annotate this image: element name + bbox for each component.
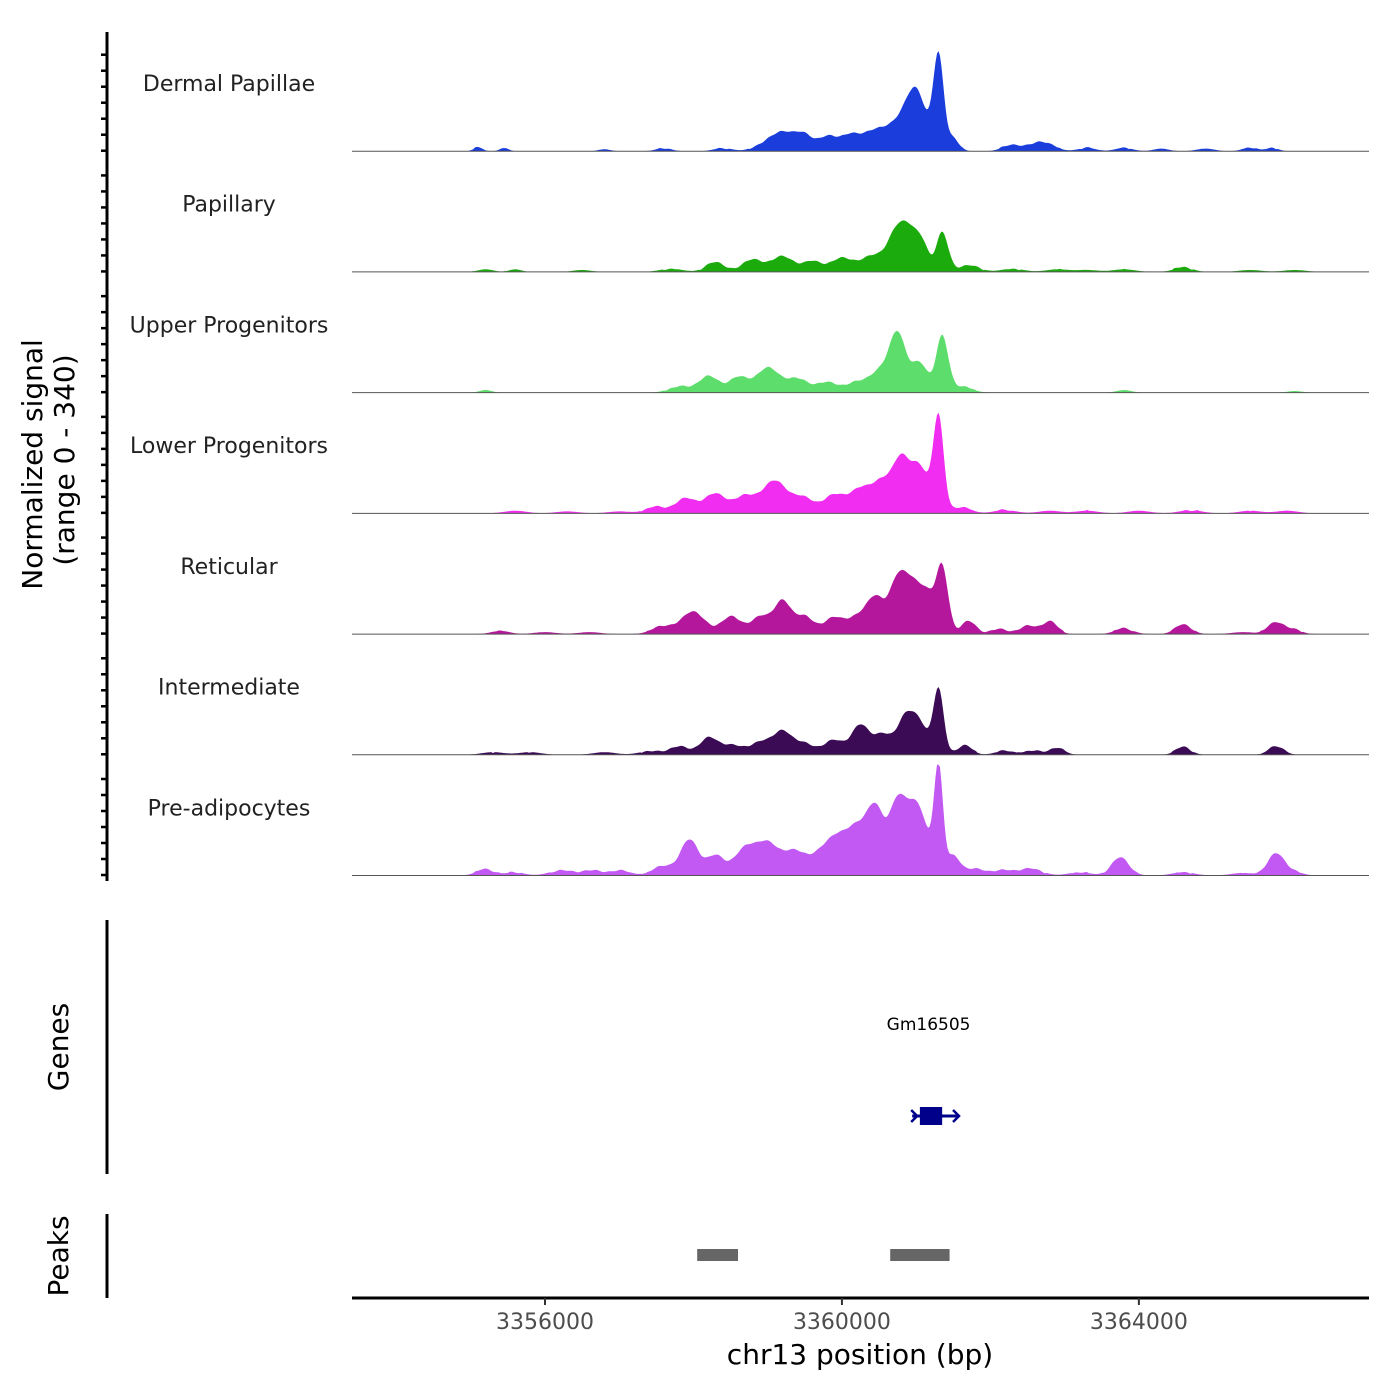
gene-exon [919,1107,943,1125]
coverage-y-ticks [101,53,107,877]
track-intermediate: Intermediate [158,676,1369,756]
gene-strand-arrow [910,1109,919,1123]
track-pre-adipocytes: Pre-adipocytes [148,764,1369,876]
track-dermal-papillae: Dermal Papillae [143,51,1369,152]
coverage-area-papillary [352,220,1369,272]
track-label: Intermediate [158,676,300,701]
peaks-panel: Peaks [42,1214,950,1298]
coverage-area-intermediate [352,687,1369,755]
x-tick-label: 3360000 [793,1310,891,1335]
peak-region [890,1249,950,1261]
gene-strand-arrow [952,1109,961,1123]
coverage-tracks: Dermal Papillae Papillary Upper Progenitor… [130,51,1369,876]
x-tick-label: 3356000 [496,1310,594,1335]
coverage-area-pre-adipocytes [352,764,1369,876]
track-reticular: Reticular [180,555,1369,635]
peaks-axis-title: Peaks [42,1215,75,1296]
coverage-area-upper-progenitors [352,331,1369,393]
gene-gm16505: Gm16505 [887,1015,971,1125]
x-tick-label: 3364000 [1090,1310,1188,1335]
track-label: Upper Progenitors [130,313,329,338]
track-label: Dermal Papillae [143,72,315,97]
peak-region [697,1249,739,1261]
y-axis-title-line2: (range 0 - 340) [48,354,81,565]
track-papillary: Papillary [182,193,1369,273]
genes-panel: Genes Gm16505 [42,920,971,1174]
track-label: Papillary [182,193,276,218]
gene-label: Gm16505 [887,1015,971,1035]
coverage-area-lower-progenitors [352,412,1369,514]
peak-regions [697,1249,950,1261]
y-axis-title: Normalized signal (range 0 - 340) [16,330,81,589]
genes-axis-title: Genes [42,1003,75,1091]
track-lower-progenitors: Lower Progenitors [130,412,1369,514]
coverage-panel: Normalized signal (range 0 - 340) Dermal… [16,32,1369,881]
x-axis-ticks: 3356000 3360000 3364000 [496,1298,1188,1335]
track-label: Lower Progenitors [130,434,328,459]
track-upper-progenitors: Upper Progenitors [130,313,1369,394]
coverage-area-reticular [352,562,1369,635]
x-axis: 3356000 3360000 3364000 chr13 position (bp… [352,1296,1369,1371]
y-axis-title-line1: Normalized signal [16,339,49,590]
track-label: Reticular [180,555,278,580]
x-axis-title: chr13 position (bp) [727,1338,993,1371]
coverage-area-dermal-papillae [352,51,1369,152]
gene-annotations: Gm16505 [887,1015,971,1125]
track-label: Pre-adipocytes [148,796,311,821]
